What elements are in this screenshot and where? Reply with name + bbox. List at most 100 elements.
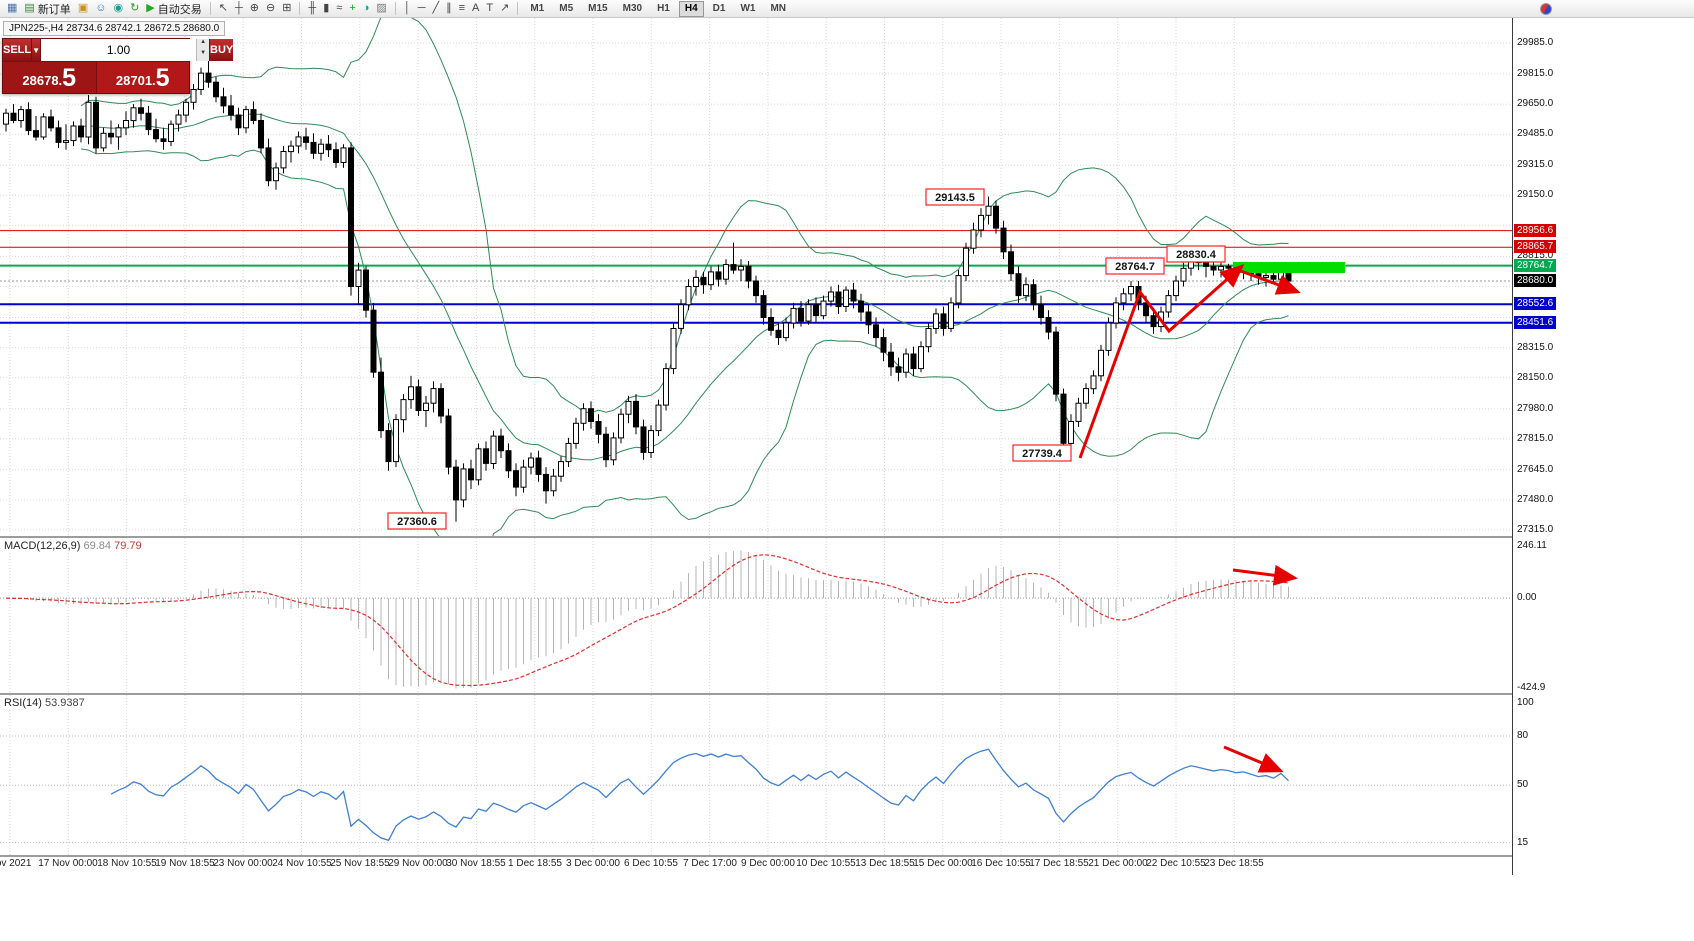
- candles: [3, 57, 1292, 522]
- time-label: 24 Nov 10:55: [272, 858, 332, 869]
- channel-button[interactable]: ∥: [443, 1, 455, 17]
- periods-icon: ◑: [362, 2, 370, 14]
- vertical-line-icon: │: [403, 2, 411, 14]
- timeframe-mn-button[interactable]: MN: [770, 2, 787, 14]
- volume-down-button[interactable]: ▼: [197, 50, 210, 61]
- timeframe-m5-button[interactable]: M5: [559, 2, 574, 14]
- rsi-line: [110, 748, 1289, 842]
- autotrading-icon: ▶: [146, 2, 155, 14]
- new-order-button[interactable]: ▤ 新订单: [21, 1, 73, 17]
- gridlines: [0, 695, 1512, 855]
- price-callout[interactable]: 28830.4: [1166, 245, 1226, 263]
- volume-up-button[interactable]: ▲: [197, 39, 210, 50]
- timeframe-h1-button[interactable]: H1: [657, 2, 670, 14]
- market-watch-button[interactable]: ◉: [110, 1, 126, 17]
- templates-icon: ▨: [376, 2, 387, 14]
- text-button[interactable]: A: [469, 1, 482, 17]
- macd-signal-value: 79.79: [114, 540, 142, 552]
- timeframe-w1-button[interactable]: W1: [740, 2, 756, 14]
- panel-separator[interactable]: [0, 536, 1569, 538]
- trendline-icon: ╱: [432, 2, 440, 14]
- connection-status-icon[interactable]: [1540, 2, 1552, 15]
- candlestick-chart-icon: ▮: [323, 2, 330, 14]
- price-axis-label: 29985.0: [1517, 37, 1554, 48]
- macd-histogram: [13, 550, 1289, 689]
- timeframe-m15-button[interactable]: M15: [588, 2, 608, 14]
- panel-separator: [0, 855, 1569, 857]
- templates-button[interactable]: ▨: [373, 1, 389, 17]
- cursor-button[interactable]: ↖: [216, 1, 231, 17]
- refresh-button[interactable]: ↻: [127, 1, 142, 17]
- price-callout[interactable]: 27360.6: [387, 512, 447, 530]
- label-button[interactable]: T: [483, 1, 496, 17]
- rsi-name: RSI(14): [4, 697, 42, 709]
- gridlines: [0, 18, 1512, 537]
- community-button[interactable]: ☺: [92, 1, 109, 17]
- price-axis-label: 27480.0: [1517, 494, 1554, 505]
- price-axis-label: 27315.0: [1517, 524, 1554, 535]
- new-chart-button[interactable]: ▦: [4, 1, 20, 17]
- price-axis[interactable]: 29985.0 29815.0 29650.0 29485.0 29315.0 29150…: [1512, 18, 1569, 875]
- market-watch-icon: ◉: [113, 2, 124, 14]
- vertical-line-button[interactable]: │: [401, 1, 414, 17]
- svg-text:27360.6: 27360.6: [397, 516, 437, 528]
- order-type-dropdown[interactable]: ▼: [32, 39, 42, 61]
- trend-arrow[interactable]: [1237, 268, 1301, 295]
- community-icon: ☺: [95, 2, 107, 14]
- profiles-button[interactable]: ▣: [75, 1, 91, 17]
- price-callout[interactable]: 28764.7: [1105, 257, 1165, 275]
- buy-price[interactable]: 28701. 5: [95, 62, 189, 93]
- highlight-zone[interactable]: [1233, 262, 1345, 273]
- zoom-in-button[interactable]: ⊕: [247, 1, 262, 17]
- autotrading-button[interactable]: ▶ 自动交易: [143, 1, 204, 17]
- rsi-panel-canvas[interactable]: [0, 695, 1512, 855]
- bar-chart-icon: ╫: [308, 2, 317, 14]
- price-callout[interactable]: 27739.4: [1012, 444, 1072, 462]
- tile-windows-button[interactable]: ⊞: [279, 1, 294, 17]
- candlestick-chart-button[interactable]: ▮: [320, 1, 332, 17]
- buy-button[interactable]: BUY: [209, 39, 234, 61]
- time-label: 1 Dec 18:55: [508, 858, 562, 869]
- arrows-button[interactable]: ↗: [497, 1, 512, 17]
- panel-separator[interactable]: [0, 693, 1569, 695]
- sell-price[interactable]: 28678. 5: [3, 62, 96, 93]
- time-label: 18 Nov 10:55: [97, 858, 157, 869]
- crosshair-button[interactable]: ┼: [232, 1, 246, 17]
- timeframe-h4-button[interactable]: H4: [678, 0, 704, 17]
- trend-arrow[interactable]: [1232, 564, 1298, 586]
- time-label: 15 Dec 00:00: [913, 858, 973, 869]
- trend-arrow[interactable]: [1078, 264, 1245, 459]
- timeframe-m30-button[interactable]: M30: [622, 2, 643, 14]
- time-label: 23 Nov 00:00: [213, 858, 273, 869]
- indicators-add-button[interactable]: +: [346, 1, 358, 17]
- crosshair-icon: ┼: [234, 2, 243, 14]
- zoom-out-button[interactable]: ⊖: [263, 1, 278, 17]
- price-axis-label: 29150.0: [1517, 189, 1554, 200]
- volume-input[interactable]: [41, 39, 197, 61]
- price-axis-label: 29650.0: [1517, 98, 1554, 109]
- indicators-add-icon: +: [349, 2, 356, 14]
- fibonacci-button[interactable]: ≡: [456, 1, 468, 17]
- trendline-button[interactable]: ╱: [430, 1, 443, 17]
- price-tag: 28865.7: [1514, 240, 1557, 253]
- macd-panel-canvas[interactable]: [0, 538, 1512, 693]
- time-label: 22 Dec 10:55: [1146, 858, 1206, 869]
- bar-chart-button[interactable]: ╫: [305, 1, 319, 17]
- price-callout[interactable]: 29143.5: [925, 188, 985, 206]
- price-axis-label: 27980.0: [1517, 403, 1554, 414]
- trend-arrow[interactable]: [1223, 745, 1284, 773]
- time-label: 17 Dec 18:55: [1029, 858, 1089, 869]
- price-chart-canvas[interactable]: 29143.5 28830.4 28764.7 27739.4 27360.6: [0, 18, 1512, 537]
- horizontal-line-button[interactable]: ─: [415, 1, 429, 17]
- sell-button[interactable]: SELL: [3, 39, 33, 61]
- timeframe-d1-button[interactable]: D1: [712, 2, 726, 14]
- timeframe-m1-button[interactable]: M1: [530, 2, 545, 14]
- periods-button[interactable]: ◑: [360, 1, 373, 17]
- svg-text:27739.4: 27739.4: [1022, 448, 1063, 460]
- macd-axis-label: 0.00: [1517, 592, 1537, 603]
- rsi-axis-label: 15: [1517, 837, 1529, 848]
- toolbar-separator: [394, 2, 396, 15]
- line-chart-button[interactable]: ≈: [333, 1, 345, 17]
- rsi-value: 53.9387: [44, 697, 85, 709]
